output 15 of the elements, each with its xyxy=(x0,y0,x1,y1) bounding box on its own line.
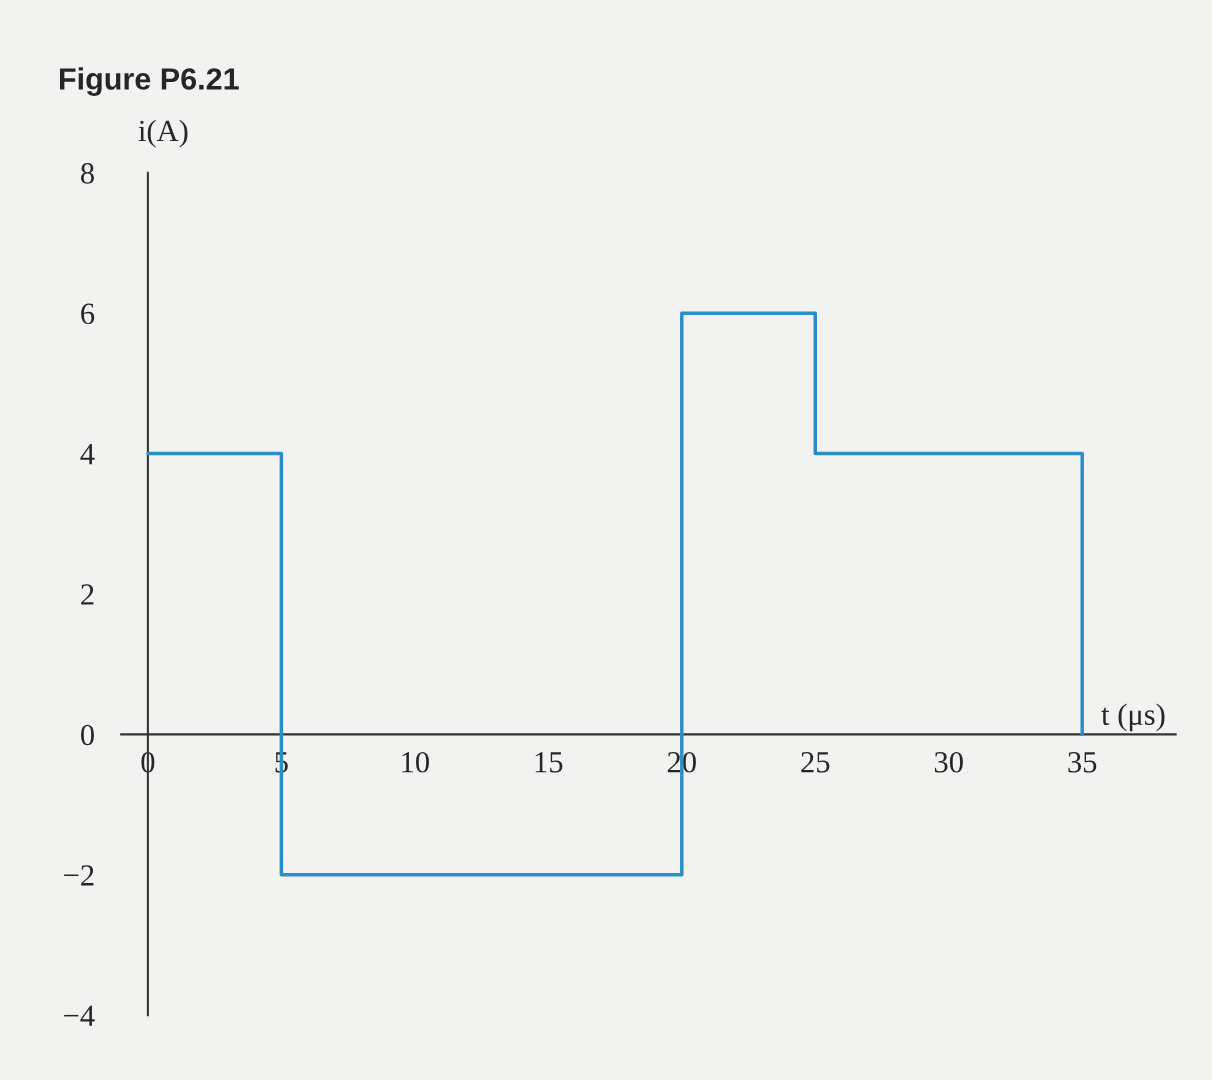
x-tick-label: 30 xyxy=(934,751,963,773)
y-axis-title: i(A) xyxy=(138,119,188,148)
y-tick-label: 8 xyxy=(81,163,94,184)
y-tick-label: −4 xyxy=(64,1005,95,1026)
y-tick-label: 0 xyxy=(81,724,94,746)
y-tick-label: 2 xyxy=(81,584,94,605)
x-tick-label: 25 xyxy=(801,752,830,773)
chart-title: Figure P6.21 xyxy=(59,67,239,96)
y-tick-label: −2 xyxy=(64,865,94,886)
y-tick-label: 4 xyxy=(80,444,95,465)
x-tick-label: 15 xyxy=(535,752,563,773)
x-tick-label: 35 xyxy=(1068,752,1097,773)
x-tick-label: 10 xyxy=(402,751,429,773)
y-tick-label: 6 xyxy=(81,303,95,325)
x-axis-title: t (μs) xyxy=(1101,703,1165,732)
